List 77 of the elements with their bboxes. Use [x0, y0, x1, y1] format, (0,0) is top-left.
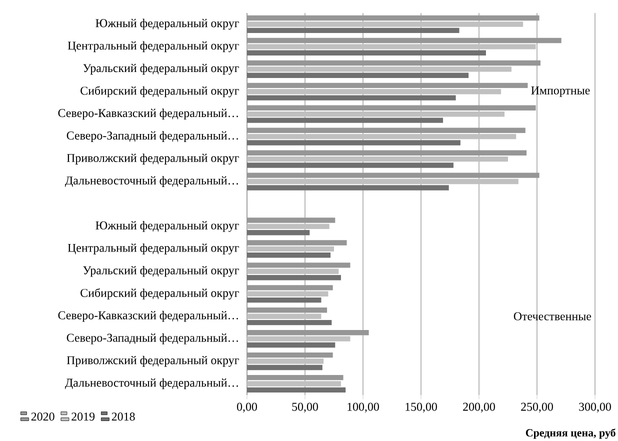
bar — [247, 105, 536, 111]
bar — [247, 112, 505, 117]
y-tick-label: Северо-Западный федеральный… — [66, 131, 238, 142]
bar — [247, 342, 336, 348]
x-axis-title: Средняя цена, руб — [526, 428, 616, 439]
bar — [247, 268, 339, 274]
bar — [247, 358, 324, 364]
bar — [247, 72, 469, 78]
bar — [247, 364, 322, 370]
bar — [247, 381, 341, 386]
y-tick-label: Южный федеральный округ — [96, 221, 239, 232]
bar — [247, 150, 527, 156]
bar — [247, 314, 322, 319]
bar — [247, 291, 328, 296]
y-tick-label: Южный федеральный округ — [96, 18, 239, 30]
bar — [247, 172, 540, 178]
legend-label: 2018 — [112, 412, 135, 421]
y-tick-label: Северо-Кавказский федеральный… — [58, 108, 238, 120]
bar — [247, 297, 322, 303]
bar — [247, 275, 341, 280]
annotation: Импортные — [531, 86, 590, 97]
bar — [247, 374, 344, 380]
bar — [247, 240, 347, 246]
bar — [247, 140, 460, 146]
bar — [247, 285, 333, 290]
bar — [247, 38, 562, 44]
x-tick-label: 300,00 — [579, 402, 611, 413]
y-tick-label: Сибирский федеральный округ — [80, 288, 239, 300]
y-tick-label: Сибирский федеральный округ — [80, 86, 239, 98]
bar — [247, 230, 310, 236]
bar — [247, 82, 528, 88]
x-tick-label: 100,00 — [348, 402, 379, 413]
bar — [247, 330, 369, 336]
bar — [247, 22, 524, 27]
bar — [247, 89, 502, 94]
legend-label: 2020 — [31, 412, 54, 421]
x-tick-label: 0,00 — [237, 402, 258, 413]
bar — [247, 118, 444, 123]
bar — [247, 28, 460, 34]
bar — [247, 352, 333, 358]
bar — [247, 162, 454, 168]
annotation: Отечественные — [514, 312, 592, 320]
y-tick-label: Северо-Кавказский федеральный… — [58, 310, 238, 322]
bar — [247, 308, 328, 313]
bar — [247, 178, 518, 184]
x-tick-label: 200,00 — [463, 402, 495, 413]
y-tick-label: Дальневосточный федеральный… — [65, 378, 238, 390]
x-tick-label: 150,00 — [406, 402, 437, 413]
bar — [247, 134, 516, 140]
y-tick-label: Центральный федеральный округ — [68, 243, 239, 254]
bar — [247, 66, 512, 72]
bar — [247, 156, 508, 162]
y-tick-label: Уральский федеральный округ — [83, 64, 239, 75]
bar — [247, 44, 536, 50]
y-tick-label: Дальневосточный федеральный… — [65, 176, 238, 187]
bar — [247, 246, 334, 252]
bar — [247, 95, 456, 100]
y-tick-label: Приволжский федеральный округ — [66, 154, 239, 164]
bar — [247, 336, 350, 342]
y-tick-label: Уральский федеральный округ — [83, 266, 239, 277]
legend-label: 2019 — [72, 412, 95, 421]
y-tick-label: Приволжский федеральный округ — [66, 356, 239, 367]
bar — [247, 50, 486, 56]
x-tick-label: 50,00 — [292, 402, 318, 413]
x-tick-label: 250,00 — [521, 402, 553, 413]
bar — [247, 218, 336, 223]
y-tick-label: Центральный федеральный округ — [68, 41, 239, 52]
bar — [247, 320, 332, 326]
y-tick-label: Северо-Западный федеральный… — [66, 333, 238, 344]
bar — [247, 252, 331, 258]
bar — [247, 387, 346, 393]
bar — [247, 128, 526, 133]
bar — [247, 185, 449, 190]
bar — [247, 15, 540, 21]
bar — [247, 60, 540, 66]
bar — [247, 224, 330, 230]
bar — [247, 262, 350, 268]
